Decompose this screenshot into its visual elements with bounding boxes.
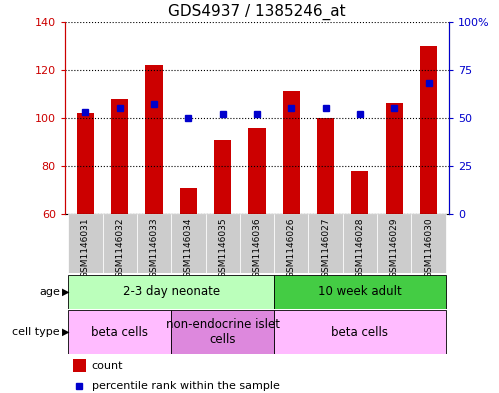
Text: GSM1146035: GSM1146035 — [218, 217, 227, 278]
Bar — [283, 92, 300, 214]
Text: GSM1146036: GSM1146036 — [252, 217, 261, 278]
Text: non-endocrine islet
cells: non-endocrine islet cells — [166, 318, 279, 346]
Bar — [180, 188, 197, 214]
Bar — [386, 103, 403, 214]
Bar — [308, 214, 343, 273]
Text: percentile rank within the sample: percentile rank within the sample — [92, 380, 279, 391]
Text: GSM1146033: GSM1146033 — [150, 217, 159, 278]
Bar — [214, 140, 231, 214]
Text: beta cells: beta cells — [331, 325, 388, 339]
Bar — [103, 214, 137, 273]
Text: ▶: ▶ — [62, 287, 70, 297]
Bar — [343, 214, 377, 273]
Bar — [377, 214, 411, 273]
Bar — [240, 214, 274, 273]
Bar — [351, 171, 368, 214]
Text: GSM1146032: GSM1146032 — [115, 217, 124, 277]
Bar — [72, 359, 86, 373]
Bar — [77, 113, 94, 214]
Text: ▶: ▶ — [62, 327, 70, 337]
Text: GSM1146026: GSM1146026 — [287, 217, 296, 277]
Text: 2-3 day neonate: 2-3 day neonate — [123, 285, 220, 298]
Text: GSM1146029: GSM1146029 — [390, 217, 399, 277]
Text: beta cells: beta cells — [91, 325, 148, 339]
Bar — [249, 127, 265, 214]
Bar — [420, 46, 437, 214]
Bar — [274, 310, 446, 354]
Bar — [68, 275, 274, 309]
Bar — [206, 214, 240, 273]
Bar — [171, 214, 206, 273]
Text: GSM1146034: GSM1146034 — [184, 217, 193, 277]
Text: GSM1146028: GSM1146028 — [355, 217, 364, 277]
Bar — [274, 214, 308, 273]
Text: 10 week adult: 10 week adult — [318, 285, 402, 298]
Bar — [171, 310, 274, 354]
Bar — [68, 310, 171, 354]
Bar — [111, 99, 128, 214]
Title: GDS4937 / 1385246_at: GDS4937 / 1385246_at — [168, 4, 346, 20]
Text: cell type: cell type — [12, 327, 60, 337]
Text: GSM1146027: GSM1146027 — [321, 217, 330, 277]
Bar — [146, 65, 163, 214]
Bar — [68, 214, 103, 273]
Bar — [137, 214, 171, 273]
Text: count: count — [92, 361, 123, 371]
Text: age: age — [39, 287, 60, 297]
Bar — [411, 214, 446, 273]
Bar — [317, 118, 334, 214]
Text: GSM1146030: GSM1146030 — [424, 217, 433, 278]
Text: GSM1146031: GSM1146031 — [81, 217, 90, 278]
Bar — [274, 275, 446, 309]
